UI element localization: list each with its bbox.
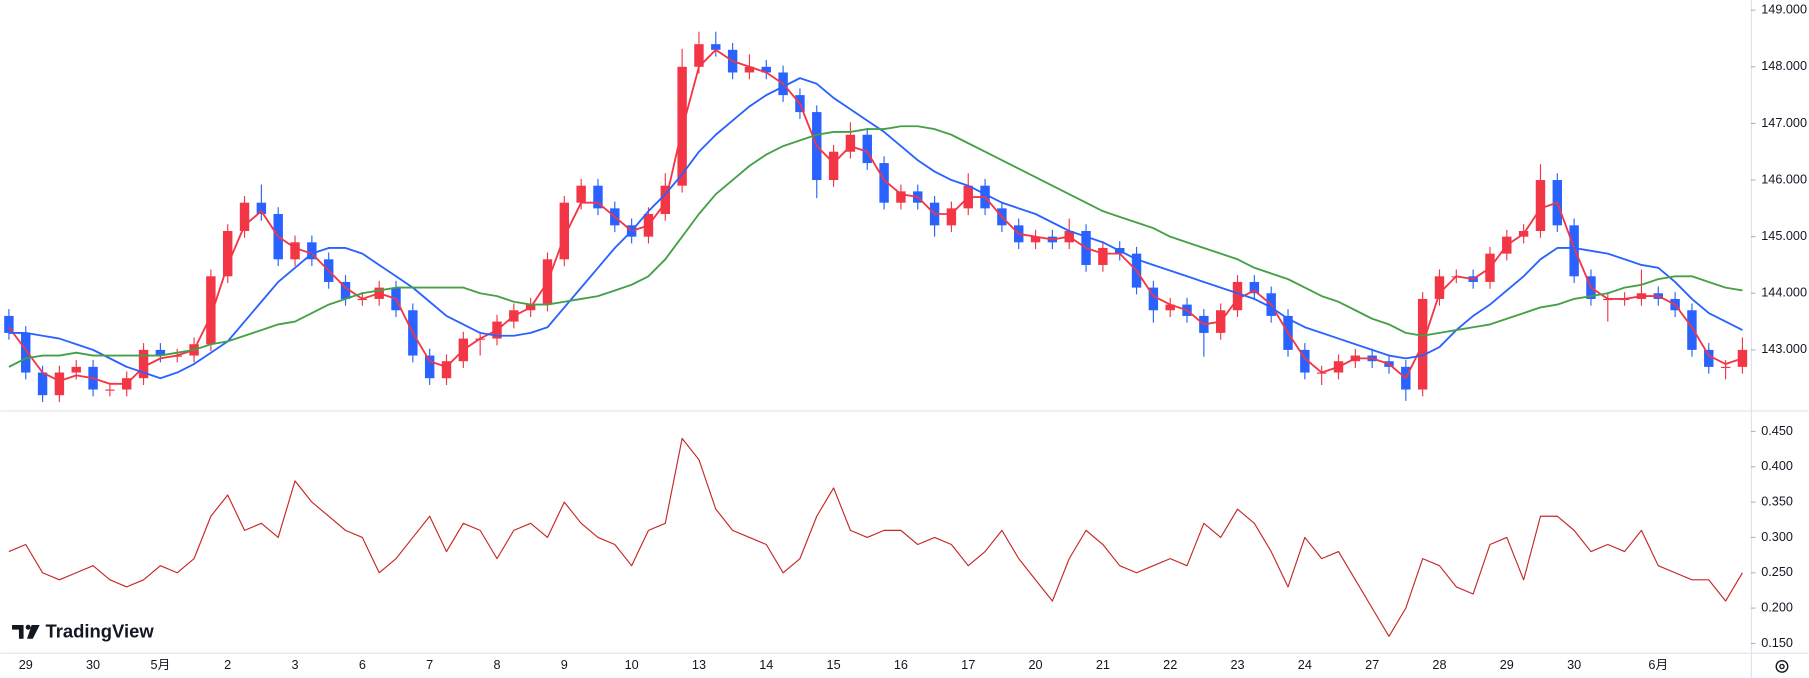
candle-body [1704,349,1714,367]
watermark: TradingView [45,620,154,641]
logo-mark [12,624,24,639]
candle-body [761,66,771,73]
candle-body [845,134,856,152]
x-tick-label: 14 [759,658,773,672]
x-tick-label: 9 [561,658,568,672]
candle-body [71,366,81,373]
indicator-line [8,437,1743,637]
moving-average-line [8,77,1743,380]
candle-body [559,202,570,260]
candle-body [256,202,267,215]
y-tick-label: 147.000 [1761,116,1807,130]
candle-body [4,315,14,333]
candle-body [576,185,586,203]
candle-body [222,230,233,277]
x-tick-label: 27 [1365,658,1379,672]
x-tick-label: 21 [1096,658,1110,672]
candle-body [1434,276,1445,299]
candle-body [307,242,317,260]
x-tick-label: 28 [1432,658,1446,672]
x-tick-label: 7 [426,658,433,672]
y-tick-label: 0.250 [1761,565,1793,579]
x-tick-label: 24 [1298,658,1312,672]
x-tick-label: 3 [291,658,298,672]
x-tick-label: 30 [1567,658,1581,672]
settings-button[interactable] [1775,660,1789,673]
y-tick-label: 143.000 [1761,342,1807,356]
candle-body [711,44,721,50]
y-tick-label: 148.000 [1761,59,1807,73]
candle-body [1098,247,1108,265]
candle-body [206,276,216,345]
candle-body [441,361,452,379]
candle-body [862,134,872,164]
x-tick-label: 6月 [1648,658,1668,672]
candle-body [1720,366,1731,369]
candle-body [1569,225,1579,277]
x-tick-label: 16 [894,658,908,672]
candle-body [1300,349,1310,373]
logo: TradingView [12,620,154,641]
y-tick-label: 0.200 [1761,600,1793,614]
candle-body [424,355,435,379]
y-tick-label: 0.400 [1761,459,1793,473]
x-tick-label: 8 [493,658,500,672]
y-tick-label: 144.000 [1761,286,1807,300]
x-tick-label: 29 [19,658,33,672]
y-tick-label: 0.150 [1761,636,1793,650]
x-tick-label: 17 [961,658,975,672]
candle-body [54,372,65,396]
candle-body [879,163,889,203]
moving-average-line [8,125,1743,368]
candle-body [694,44,704,67]
moving-average-line [8,48,1743,385]
candle-body [1030,236,1041,243]
candle-body [239,202,250,231]
candle-body [593,185,603,209]
x-tick-label: 6 [359,658,366,672]
candle-body [946,208,957,226]
y-tick-label: 0.300 [1761,530,1793,544]
logo-mark [25,624,31,630]
x-tick-label: 10 [625,658,639,672]
candle-body [340,281,351,299]
y-tick-label: 149.000 [1761,3,1807,17]
candle-body [1148,287,1159,311]
candle-body [37,372,48,396]
x-tick-label: 5月 [151,658,171,672]
y-tick-label: 0.450 [1761,424,1793,438]
x-tick-label: 29 [1500,658,1514,672]
logo-mark [27,624,40,639]
x-tick-label: 2 [224,658,231,672]
candle-body [105,389,115,391]
settings-icon[interactable] [1775,660,1789,673]
candle-body [1687,310,1697,350]
y-tick-label: 145.000 [1761,229,1807,243]
candle-body [155,349,166,356]
candle-body [1232,281,1243,311]
y-tick-label: 146.000 [1761,172,1807,186]
x-tick-label: 15 [827,658,841,672]
x-tick-label: 22 [1163,658,1177,672]
candle-body [896,191,906,203]
x-tick-label: 30 [86,658,100,672]
x-tick-label: 23 [1230,658,1244,672]
candle-body [1165,304,1175,311]
x-tick-label: 20 [1029,658,1043,672]
candle-body [1535,180,1546,231]
x-tick-label: 13 [692,658,706,672]
candle-body [1737,349,1748,367]
candle-body [828,151,839,181]
candle-body [1249,281,1260,294]
y-tick-label: 0.350 [1761,494,1793,508]
candle-body [138,349,149,379]
candle-body [290,242,300,260]
settings-icon[interactable] [1779,663,1785,670]
candle-body [744,66,755,73]
candle-body [21,332,31,373]
